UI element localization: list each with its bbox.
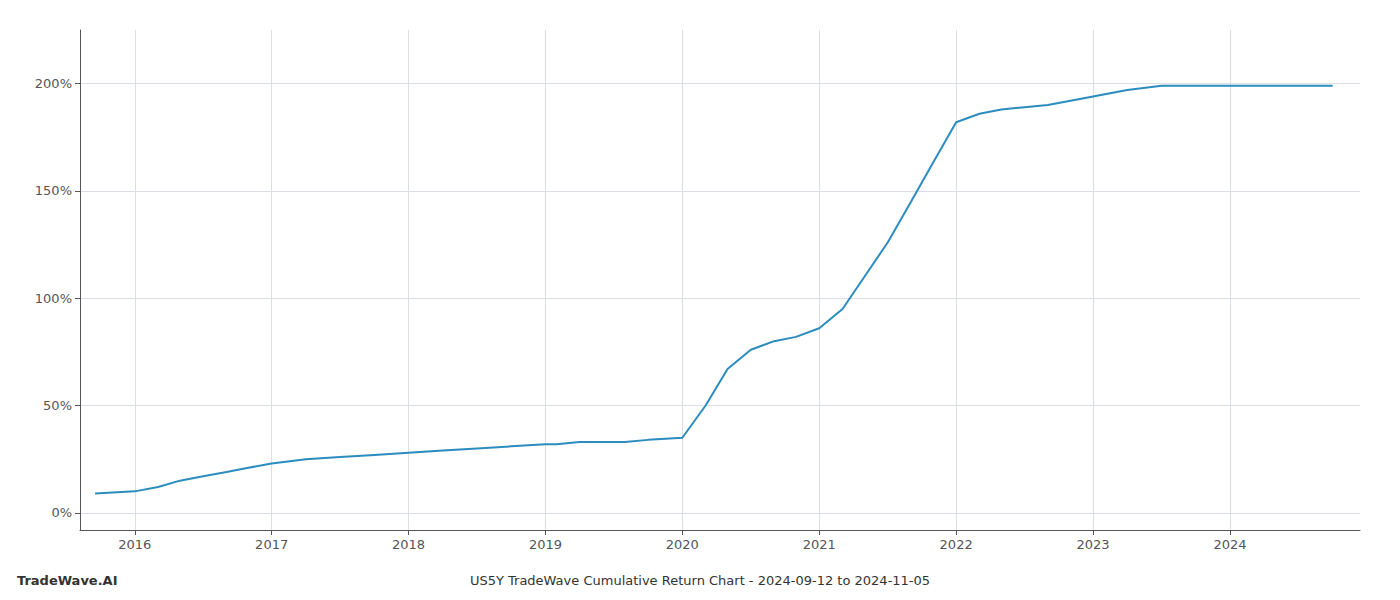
svg-text:100%: 100% xyxy=(35,291,72,306)
svg-text:TradeWave.AI: TradeWave.AI xyxy=(17,573,118,588)
svg-text:2022: 2022 xyxy=(940,537,973,552)
svg-text:150%: 150% xyxy=(35,183,72,198)
svg-text:2023: 2023 xyxy=(1077,537,1110,552)
svg-text:2024: 2024 xyxy=(1213,537,1246,552)
svg-text:0%: 0% xyxy=(51,505,72,520)
svg-text:2021: 2021 xyxy=(803,537,836,552)
svg-text:50%: 50% xyxy=(43,398,72,413)
svg-text:200%: 200% xyxy=(35,76,72,91)
svg-text:2017: 2017 xyxy=(255,537,288,552)
svg-text:2016: 2016 xyxy=(118,537,151,552)
svg-text:2018: 2018 xyxy=(392,537,425,552)
svg-text:2019: 2019 xyxy=(529,537,562,552)
svg-text:2020: 2020 xyxy=(666,537,699,552)
svg-text:US5Y TradeWave Cumulative Retu: US5Y TradeWave Cumulative Return Chart -… xyxy=(470,573,930,588)
